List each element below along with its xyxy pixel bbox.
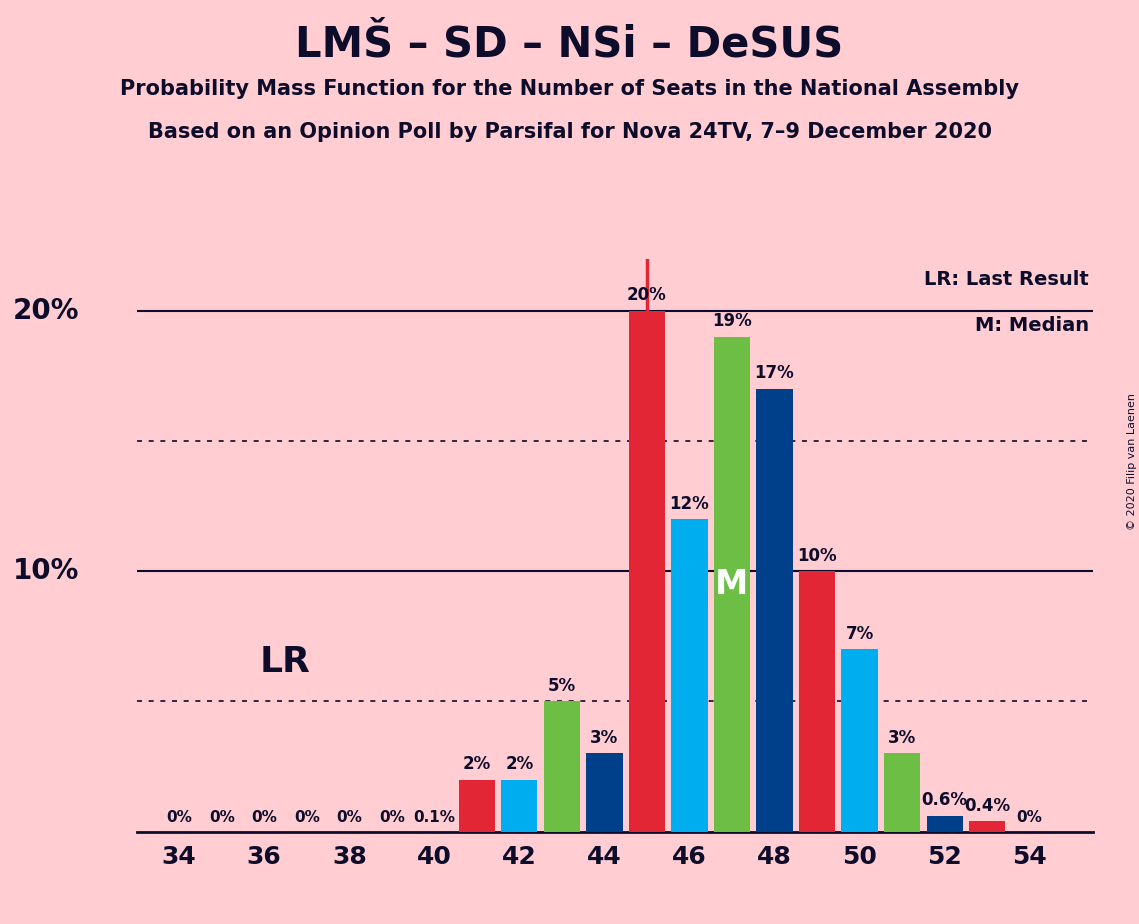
Text: 12%: 12% bbox=[670, 494, 710, 513]
Bar bbox=[543, 701, 580, 832]
Text: © 2020 Filip van Laenen: © 2020 Filip van Laenen bbox=[1126, 394, 1137, 530]
Text: 3%: 3% bbox=[590, 729, 618, 747]
Bar bbox=[842, 650, 878, 832]
Text: 20%: 20% bbox=[628, 286, 666, 304]
Bar bbox=[756, 389, 793, 832]
Text: 0%: 0% bbox=[208, 810, 235, 825]
Text: 5%: 5% bbox=[548, 677, 576, 695]
Text: 0.1%: 0.1% bbox=[413, 810, 456, 825]
Bar bbox=[926, 816, 962, 832]
Text: 0.6%: 0.6% bbox=[921, 792, 968, 809]
Bar bbox=[671, 519, 707, 832]
Text: 19%: 19% bbox=[712, 312, 752, 331]
Text: Based on an Opinion Poll by Parsifal for Nova 24TV, 7–9 December 2020: Based on an Opinion Poll by Parsifal for… bbox=[147, 122, 992, 142]
Text: M: M bbox=[715, 567, 748, 601]
Text: 2%: 2% bbox=[462, 755, 491, 773]
Text: Probability Mass Function for the Number of Seats in the National Assembly: Probability Mass Function for the Number… bbox=[120, 79, 1019, 99]
Bar bbox=[629, 310, 665, 832]
Text: LMŠ – SD – NSi – DeSUS: LMŠ – SD – NSi – DeSUS bbox=[295, 23, 844, 65]
Bar bbox=[884, 753, 920, 832]
Text: 2%: 2% bbox=[506, 755, 533, 773]
Text: 20%: 20% bbox=[13, 297, 80, 325]
Bar bbox=[587, 753, 623, 832]
Bar bbox=[798, 571, 835, 832]
Text: 17%: 17% bbox=[755, 364, 794, 383]
Text: 3%: 3% bbox=[888, 729, 916, 747]
Text: 0%: 0% bbox=[294, 810, 320, 825]
Text: LR: LR bbox=[260, 645, 311, 679]
Text: 10%: 10% bbox=[13, 557, 80, 585]
Text: M: Median: M: Median bbox=[975, 316, 1089, 335]
Text: 0%: 0% bbox=[166, 810, 192, 825]
Text: 0%: 0% bbox=[252, 810, 277, 825]
Text: 0%: 0% bbox=[1017, 810, 1042, 825]
Text: 0%: 0% bbox=[379, 810, 404, 825]
Text: LR: Last Result: LR: Last Result bbox=[924, 270, 1089, 289]
Text: 0%: 0% bbox=[336, 810, 362, 825]
Bar bbox=[501, 780, 538, 832]
Text: 0.4%: 0.4% bbox=[964, 796, 1010, 815]
Bar bbox=[714, 337, 751, 832]
Bar bbox=[459, 780, 495, 832]
Bar bbox=[969, 821, 1006, 832]
Text: 10%: 10% bbox=[797, 547, 837, 565]
Text: 7%: 7% bbox=[845, 625, 874, 643]
